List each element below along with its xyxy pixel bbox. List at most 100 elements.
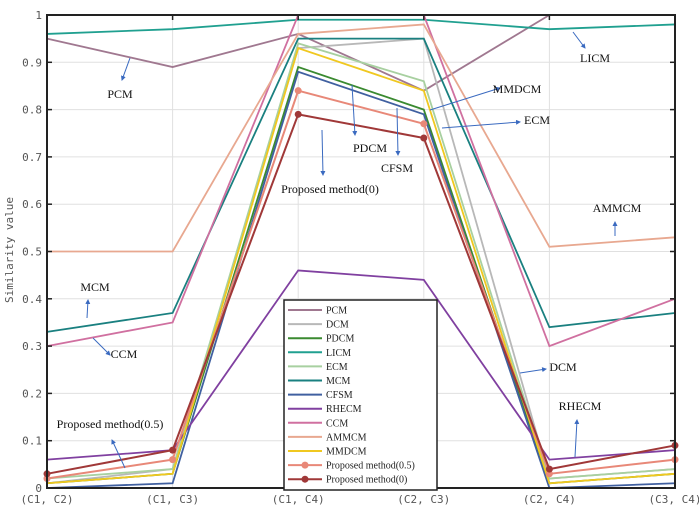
annotation: RHECM [559,399,602,458]
annotation-label: DCM [549,360,577,374]
series-line [46,42,676,480]
legend-label: CFSM [326,390,353,401]
annotation: CFSM [381,107,413,175]
data-point [420,134,428,142]
legend-item: CFSM [288,390,353,401]
annotation: LICM [572,31,610,65]
annotation-label: MCM [80,280,110,294]
annotation-label: RHECM [559,399,602,413]
y-tick-label: 0.4 [22,293,42,306]
legend-item: AMMCM [288,432,367,443]
annotation-label: PCM [107,87,133,101]
data-point [294,87,302,95]
annotation-arrow [572,31,586,49]
y-tick-label: 1 [35,9,42,22]
data-point [545,465,553,473]
annotation-arrow [429,86,501,111]
annotation-arrow [320,129,326,176]
legend-label: MCM [326,376,351,387]
annotation-arrow [85,299,91,319]
y-tick-label: 0.6 [22,198,42,211]
legend-item: CCM [288,418,348,429]
y-tick-label: 0.2 [22,387,42,400]
legend-label: RHECM [326,404,362,415]
annotation-label: Proposed method(0) [281,182,379,196]
annotation-label: CCM [111,347,138,361]
legend-label: Proposed method(0) [326,475,407,486]
series-proposed-method-0- [43,110,679,478]
y-tick-label: 0.5 [22,246,42,259]
y-tick-label: 0.7 [22,151,42,164]
y-tick-label: 0.3 [22,340,42,353]
x-tick-label: (C1, C4) [272,493,325,506]
annotation: ECM [441,113,550,129]
annotation-arrow [574,419,580,458]
series-line [46,46,676,485]
annotation-arrow [441,119,521,129]
annotation-arrow [395,107,401,156]
series-line [47,23,676,253]
x-tick-label: (C1, C2) [21,493,74,506]
series-rhecm [46,269,676,461]
annotation: DCM [519,360,577,374]
legend-item: ECM [288,362,348,373]
annotation-arrow [92,337,111,356]
annotation-arrow [111,439,126,469]
legend-label: Proposed method(0.5) [326,461,415,472]
annotation-label: LICM [580,51,610,65]
series-lines [43,14,679,489]
series-line [46,269,676,461]
x-tick-label: (C1, C3) [146,493,199,506]
series-ecm [46,42,676,480]
legend-label: DCM [326,320,349,331]
legend-item: MMDCM [288,447,367,458]
legend-marker [301,475,309,483]
legend-label: MMDCM [326,447,367,458]
series-mcm [46,37,676,333]
x-tick-label: (C2, C4) [523,493,576,506]
annotation: AMMCM [593,201,642,236]
legend: PCM DCM PDCM LICM ECM MCM CFSM RHECM CCM AMMCM MMD… [283,299,438,491]
legend-item: Proposed method(0.5) [288,461,415,472]
series-line [46,18,676,35]
annotation-label: PDCM [353,141,387,155]
data-point [294,110,302,118]
axes: 0 0.1 0.2 0.3 0.4 0.5 0.6 0.7 0.8 0.9 1 (C1, C2) (C1… [21,9,699,506]
annotation-arrow [519,367,547,374]
series-line [46,37,676,333]
y-tick-label: 0.1 [22,435,42,448]
legend-item: DCM [288,320,349,331]
annotation: PCM [107,57,133,101]
legend-item: LICM [288,348,351,359]
annotation: PDCM [351,84,387,155]
annotation-label: ECM [524,113,550,127]
annotation: Proposed method(0) [281,129,379,196]
legend-marker [301,461,309,469]
legend-item: RHECM [288,404,362,415]
legend-label: LICM [326,348,351,359]
legend-item: PCM [288,306,347,317]
data-point [169,446,177,454]
annotation-arrow [121,57,131,81]
y-tick-label: 0.9 [22,56,42,69]
data-point [420,120,428,128]
legend-item: MCM [288,376,351,387]
data-point [169,456,177,464]
legend-label: CCM [326,418,348,429]
x-tick-label: (C3, C4) [649,493,699,506]
legend-label: ECM [326,362,348,373]
legend-item: Proposed method(0) [288,475,407,486]
legend-label: PDCM [326,334,354,345]
annotation-arrow [351,84,358,136]
y-tick-label: 0 [35,482,42,495]
annotation-label: AMMCM [593,201,642,215]
annotation: MCM [80,280,110,319]
series-line [46,89,676,480]
y-tick-label: 0.8 [22,104,42,117]
series-licm [46,18,676,35]
annotation: Proposed method(0.5) [57,417,163,469]
annotation-label: MMDCM [493,82,542,96]
series-line [46,113,676,475]
